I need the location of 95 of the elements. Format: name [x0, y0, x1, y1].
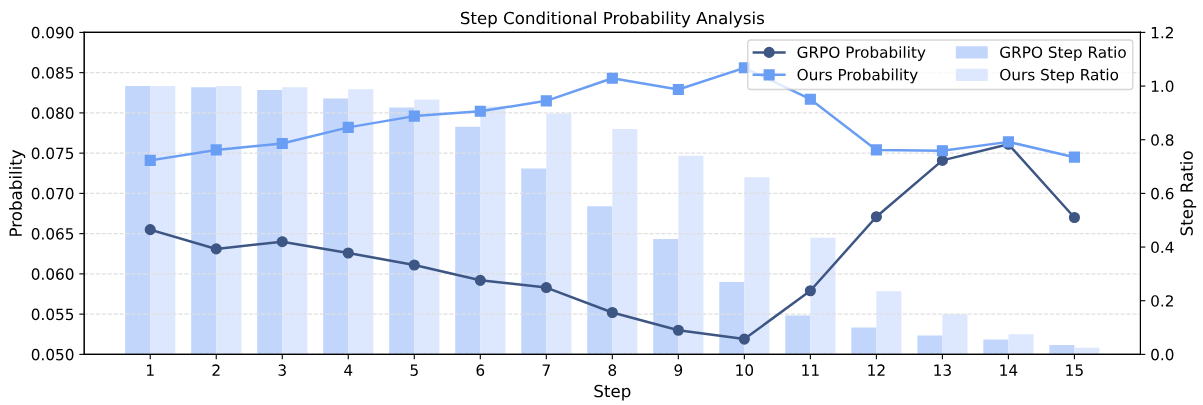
x-tick-label: 15 — [1066, 364, 1083, 376]
point — [210, 144, 222, 156]
bar — [414, 99, 440, 355]
legend-label: GRPO Probability — [797, 46, 926, 61]
bar — [719, 281, 745, 355]
x-tick-label: 7 — [542, 364, 550, 376]
point — [342, 247, 354, 259]
x-tick-label: 11 — [802, 364, 819, 376]
point — [276, 137, 288, 150]
y2-tick-label: 1.2 — [1151, 26, 1173, 39]
y2-tick-label: 0.0 — [1151, 348, 1174, 361]
bar — [521, 168, 547, 355]
point — [540, 282, 552, 294]
point — [1068, 211, 1080, 224]
point — [870, 211, 882, 223]
x-tick-label: 9 — [674, 364, 683, 376]
point — [474, 105, 486, 117]
bar — [282, 87, 308, 355]
y2-axis-title: Step Ratio — [1180, 151, 1197, 236]
y-axis-title: Probability — [9, 149, 26, 236]
point — [672, 324, 684, 336]
x-tick-label: 10 — [736, 364, 754, 376]
x-tick-label: 4 — [344, 364, 353, 376]
bar — [653, 239, 679, 355]
y2-tick-label: 0.2 — [1151, 295, 1173, 307]
bar — [942, 314, 968, 355]
x-axis-title: Step — [594, 384, 631, 401]
x-tick-label: 8 — [608, 364, 617, 376]
point — [672, 83, 684, 96]
bar — [1049, 344, 1075, 355]
y-tick-label: 0.080 — [31, 107, 74, 119]
bar — [983, 339, 1009, 355]
point — [738, 333, 750, 345]
bar — [389, 107, 415, 355]
x-tick-label: 14 — [1000, 364, 1018, 376]
y-tick-label: 0.050 — [31, 348, 74, 361]
point — [144, 154, 156, 166]
bar — [785, 315, 811, 355]
bar — [257, 90, 283, 355]
x-tick-label: 12 — [868, 364, 885, 376]
point — [342, 121, 354, 133]
point — [936, 145, 948, 157]
x-tick-label: 1 — [147, 364, 154, 376]
point — [606, 72, 618, 84]
point — [804, 93, 816, 105]
point — [276, 236, 288, 248]
bar — [678, 155, 704, 355]
y2-tick-label: 0.8 — [1151, 134, 1174, 146]
bar — [191, 87, 217, 355]
bar — [480, 106, 506, 355]
bar — [1074, 347, 1100, 355]
legend-label: Ours Step Ratio — [1000, 68, 1119, 84]
bar — [851, 327, 877, 355]
y-tick-label: 0.075 — [31, 147, 74, 160]
y2-tick-label: 0.4 — [1151, 241, 1174, 254]
bar — [876, 291, 902, 355]
y-tick-label: 0.065 — [31, 228, 74, 240]
y2-tick-label: 1.0 — [1151, 80, 1174, 93]
bar — [612, 128, 638, 355]
point — [144, 224, 156, 236]
y-tick-label: 0.085 — [31, 67, 74, 79]
bar — [546, 113, 572, 355]
y-tick-label: 0.070 — [31, 187, 74, 200]
bar — [917, 335, 943, 355]
y-tick-label: 0.060 — [31, 268, 74, 280]
point — [210, 243, 222, 255]
bar — [348, 89, 374, 355]
y-tick-label: 0.090 — [31, 26, 74, 39]
bar — [1008, 334, 1034, 355]
point — [408, 259, 420, 271]
bar — [216, 86, 242, 355]
bar — [150, 86, 176, 355]
x-tick-label: 5 — [410, 364, 418, 376]
point — [474, 274, 486, 286]
point — [408, 110, 420, 122]
bar — [125, 86, 151, 355]
x-tick-label: 3 — [278, 364, 286, 376]
bar — [810, 237, 836, 355]
x-tick-label: 6 — [476, 364, 485, 376]
point — [1068, 151, 1080, 163]
y2-tick-label: 0.6 — [1151, 187, 1174, 200]
y-tick-label: 0.055 — [31, 308, 74, 321]
chart-title: Step Conditional Probability Analysis — [460, 11, 764, 28]
bar — [455, 126, 481, 355]
legend-label: Ours Probability — [797, 68, 918, 84]
bar — [323, 98, 349, 355]
x-tick-label: 13 — [934, 364, 951, 376]
bar — [744, 177, 770, 355]
point — [804, 285, 816, 297]
point — [870, 144, 882, 156]
point — [606, 306, 618, 319]
point — [540, 95, 552, 107]
legend-label: GRPO Step Ratio — [1000, 46, 1126, 61]
bar — [587, 206, 613, 355]
x-tick-label: 2 — [212, 364, 220, 376]
